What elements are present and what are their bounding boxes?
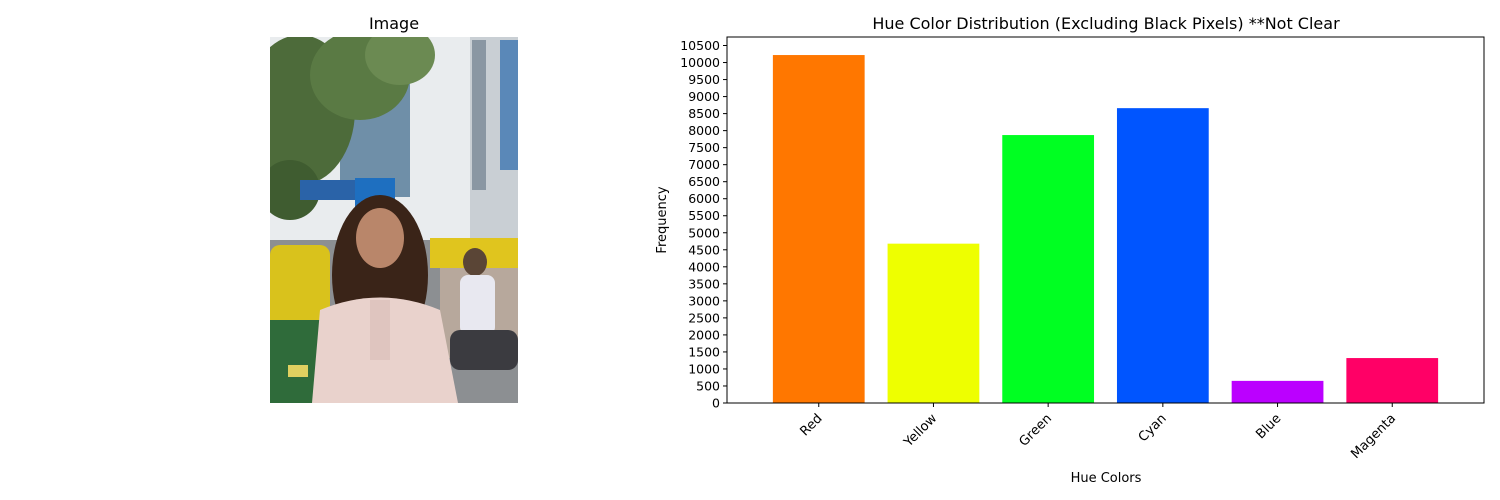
- bars: [772, 55, 1439, 404]
- x-tick-label-red: Red: [798, 411, 826, 439]
- bar-blue: [1231, 380, 1324, 403]
- y-tick-label: 7500: [688, 140, 720, 155]
- bar-green: [1002, 135, 1095, 403]
- bar-cyan: [1116, 108, 1209, 403]
- x-axis: Red Yellow Green Cyan Blue Magenta: [798, 403, 1399, 462]
- y-tick-label: 1000: [688, 361, 720, 376]
- y-axis-label: Frequency: [655, 186, 670, 253]
- y-tick-label: 8500: [688, 106, 720, 121]
- bar-chart: Hue Color Distribution (Excluding Black …: [655, 14, 1485, 486]
- x-tick-label-green: Green: [1017, 411, 1055, 449]
- x-axis-label: Hue Colors: [1071, 471, 1142, 486]
- y-tick-label: 4000: [688, 259, 720, 274]
- y-tick-label: 500: [696, 378, 720, 393]
- x-tick-label-yellow: Yellow: [901, 411, 941, 451]
- y-tick-label: 10000: [680, 55, 720, 70]
- y-tick-label: 2000: [688, 327, 720, 342]
- y-tick-label: 10500: [680, 38, 720, 53]
- plot-frame: [726, 36, 1485, 404]
- y-tick-label: 5500: [688, 208, 720, 223]
- y-tick-label: 9000: [688, 89, 720, 104]
- y-tick-label: 3500: [688, 276, 720, 291]
- photo: [270, 37, 518, 403]
- y-tick-label: 1500: [688, 344, 720, 359]
- image-title: Image: [369, 14, 419, 33]
- y-tick-label: 7000: [688, 157, 720, 172]
- chart-title: Hue Color Distribution (Excluding Black …: [872, 14, 1340, 33]
- x-tick-label-magenta: Magenta: [1348, 411, 1399, 462]
- bar-red: [772, 55, 865, 404]
- y-tick-label: 6000: [688, 191, 720, 206]
- x-tick-label-blue: Blue: [1253, 411, 1284, 442]
- y-tick-label: 2500: [688, 310, 720, 325]
- bar-magenta: [1346, 358, 1439, 403]
- y-axis: 0 500 1000 1500 2000 2500 3000 3500 4000 4500 5000…: [680, 38, 727, 411]
- y-tick-label: 6500: [688, 174, 720, 189]
- y-tick-label: 3000: [688, 293, 720, 308]
- x-tick-label-cyan: Cyan: [1136, 411, 1170, 445]
- y-tick-label: 4500: [688, 242, 720, 257]
- bar-yellow: [887, 243, 980, 403]
- y-tick-label: 9500: [688, 72, 720, 87]
- y-tick-label: 0: [712, 396, 720, 411]
- y-tick-label: 8000: [688, 123, 720, 138]
- y-tick-label: 5000: [688, 225, 720, 240]
